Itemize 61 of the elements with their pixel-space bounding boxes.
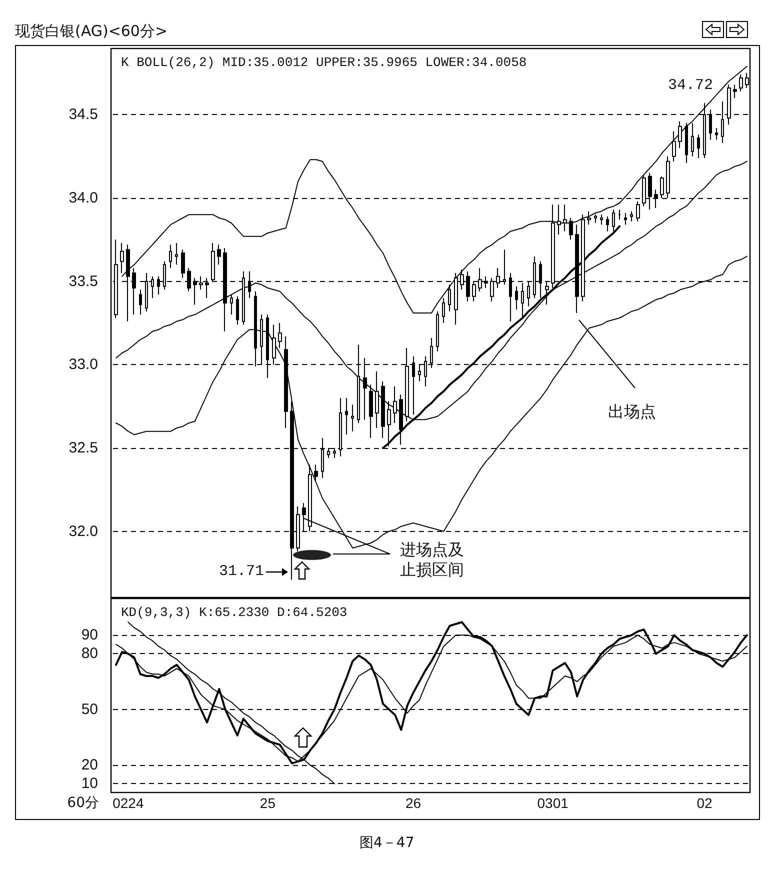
y-tick-label: 32.5 (68, 440, 98, 456)
candlestick (436, 310, 439, 352)
y-tick-label: 32.0 (68, 522, 98, 540)
annotation: 31.71 (219, 563, 264, 581)
x-tick-label: 25 (260, 795, 276, 811)
candlestick (606, 216, 609, 232)
annotation: 34.72 (668, 77, 714, 95)
candlestick (739, 74, 743, 92)
candlestick (169, 244, 172, 268)
candlestick (600, 214, 603, 226)
y-tick-label: 10 (81, 775, 98, 792)
candlestick (139, 289, 142, 316)
chart-title: 现货白银(AG)<60分> (15, 22, 168, 40)
candlestick (569, 218, 573, 240)
x-axis-title: 60分 (67, 795, 99, 811)
candlestick (666, 156, 670, 198)
candlestick (618, 209, 621, 220)
candlestick (351, 404, 354, 432)
candlestick (745, 72, 749, 88)
y-tick-label: 20 (81, 756, 98, 774)
candlestick (515, 286, 518, 310)
x-tick-label: 26 (406, 795, 422, 811)
candlestick (691, 122, 694, 157)
candlestick (594, 214, 597, 224)
y-tick-label: 90 (81, 626, 98, 644)
candlestick (660, 176, 664, 198)
candlestick (630, 210, 633, 222)
y-tick-label: 34.0 (68, 190, 98, 206)
candlestick (697, 134, 700, 158)
candlestick (587, 210, 591, 226)
candlestick (557, 204, 561, 236)
candlestick (733, 84, 737, 98)
candlestick (230, 294, 233, 316)
candlestick (345, 398, 348, 436)
candlestick (715, 128, 718, 140)
candlestick (181, 249, 185, 278)
text: K BOLL(26,2) MID:35.0012 UPPER:35.9965 LOWER:34.0058 (121, 55, 527, 70)
candlestick (175, 242, 178, 266)
candlestick (685, 122, 688, 164)
x-tick-label: 0301 (537, 795, 569, 811)
caption: 图4－47 (360, 834, 414, 852)
candlestick (236, 296, 239, 326)
candlestick (563, 204, 567, 232)
y-tick-label: 34.5 (68, 106, 98, 124)
candlestick (672, 130, 676, 162)
candlestick (217, 244, 221, 266)
y-tick-label: 50 (81, 700, 98, 718)
y-tick-label: 33.0 (68, 356, 98, 374)
text: KD(9,3,3) K:65.2330 D:64.5203 (121, 605, 348, 620)
annotation: 出场点 (608, 402, 656, 421)
candlestick (278, 322, 282, 348)
x-tick-label: 0224 (112, 795, 144, 811)
x-tick-label: 02 (696, 795, 712, 811)
y-tick-label: 80 (81, 645, 98, 662)
candlestick (120, 242, 124, 274)
candlestick (314, 464, 318, 482)
y-tick-label: 33.5 (68, 272, 98, 290)
candlestick (678, 120, 682, 148)
annotation: 进场点及止损区间 (400, 540, 465, 580)
candlestick (636, 200, 640, 222)
candlestick (624, 212, 627, 226)
